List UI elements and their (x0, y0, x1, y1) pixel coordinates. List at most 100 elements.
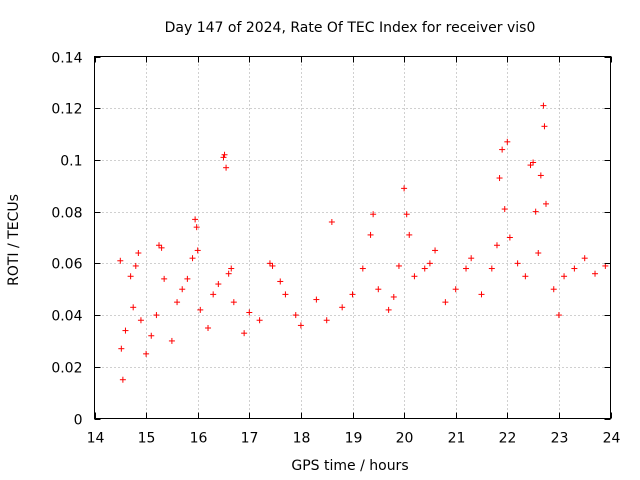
data-point (174, 299, 181, 306)
data-point (406, 231, 413, 238)
data-point (184, 275, 191, 282)
data-point (161, 275, 168, 282)
y-axis-label: ROTI / TECUs (6, 194, 22, 286)
data-point (168, 337, 175, 344)
data-point (532, 208, 539, 215)
data-point (137, 317, 144, 324)
data-point (522, 273, 529, 280)
x-tick-label: 14 (87, 431, 105, 447)
x-tick-label: 19 (345, 431, 363, 447)
data-point (359, 265, 366, 272)
data-point (119, 376, 126, 383)
data-point (432, 247, 439, 254)
data-point (256, 317, 263, 324)
y-tick-label: 0.08 (51, 206, 82, 222)
data-point (463, 265, 470, 272)
x-tick-label: 21 (448, 431, 466, 447)
data-point (194, 247, 201, 254)
data-point (197, 306, 204, 313)
x-tick-label: 24 (603, 431, 621, 447)
data-point (541, 123, 548, 130)
data-point (193, 224, 200, 231)
data-point (230, 299, 237, 306)
data-point (156, 242, 162, 249)
data-point (339, 304, 346, 311)
y-tick-label: 0.1 (60, 154, 82, 170)
data-point (468, 255, 475, 262)
data-point (506, 234, 513, 241)
points-layer (117, 102, 609, 383)
x-axis-label: GPS time / hours (291, 458, 408, 474)
data-point (117, 257, 124, 264)
data-point (189, 255, 196, 262)
data-point (403, 211, 410, 218)
x-tick-label: 20 (396, 431, 414, 447)
x-tick-label: 18 (293, 431, 311, 447)
data-point (349, 291, 356, 298)
data-point (132, 262, 139, 269)
data-point (527, 162, 534, 169)
data-point (390, 293, 397, 300)
data-point (395, 262, 402, 269)
x-tick-label: 16 (190, 431, 208, 447)
data-point (540, 102, 547, 109)
data-point (192, 216, 199, 223)
data-point (215, 281, 222, 288)
data-point (210, 291, 217, 298)
data-point (555, 312, 562, 319)
data-point (148, 332, 155, 339)
data-point (537, 172, 544, 179)
data-point (122, 327, 129, 334)
x-tick-label: 17 (241, 431, 259, 447)
data-point (292, 312, 299, 319)
data-point (571, 265, 578, 272)
data-point (313, 296, 320, 303)
x-tick-label: 15 (138, 431, 156, 447)
data-point (246, 309, 253, 316)
data-point (153, 312, 160, 319)
data-point (158, 244, 165, 251)
data-point (452, 286, 459, 293)
data-point (543, 200, 549, 207)
data-point (493, 242, 500, 249)
data-point (328, 218, 335, 225)
y-tick-label: 0.02 (51, 361, 82, 377)
data-point (401, 185, 408, 192)
data-point (426, 260, 433, 267)
data-point (496, 175, 503, 182)
data-point (266, 260, 273, 267)
data-point (561, 273, 568, 280)
y-tick-label: 0 (74, 413, 83, 429)
data-point (297, 322, 304, 329)
data-point (135, 250, 142, 257)
data-point (370, 211, 377, 218)
data-point (530, 159, 537, 166)
data-point (581, 255, 588, 262)
data-point (223, 164, 230, 171)
plot-frame (94, 56, 611, 419)
data-point (143, 350, 150, 357)
data-point (550, 286, 557, 293)
data-point (205, 325, 212, 331)
y-tick-label: 0.14 (51, 51, 82, 67)
data-point (225, 270, 232, 277)
data-point (221, 151, 228, 158)
chart-title: Day 147 of 2024, Rate Of TEC Index for r… (165, 20, 536, 36)
data-point (367, 231, 374, 238)
data-point (499, 146, 506, 153)
data-point (277, 278, 284, 285)
y-tick-label: 0.06 (51, 257, 82, 273)
data-point (127, 273, 134, 280)
data-point (442, 299, 449, 306)
data-point (411, 273, 418, 280)
data-point (592, 270, 599, 277)
data-point (130, 304, 137, 311)
y-tick-label: 0.12 (51, 102, 82, 118)
data-point (282, 291, 289, 298)
data-point (323, 317, 330, 324)
data-point (535, 250, 542, 257)
data-point (375, 286, 382, 293)
data-point (478, 291, 485, 298)
